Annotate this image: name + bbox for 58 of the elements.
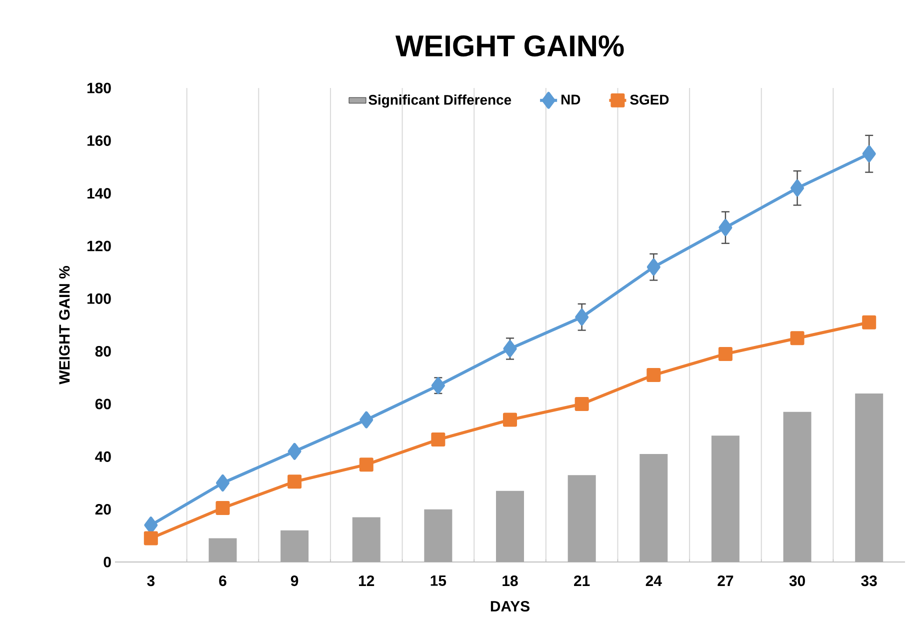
y-tick-label: 60	[95, 398, 111, 410]
x-tick-label: 6	[219, 576, 226, 586]
x-tick-label: 9	[290, 576, 298, 586]
y-tick-label: 80	[95, 346, 111, 357]
point	[360, 411, 374, 428]
y-tick-label: 120	[87, 240, 111, 252]
point	[503, 412, 518, 427]
legend-label: SGED	[630, 94, 669, 105]
point	[216, 501, 230, 516]
point	[646, 368, 661, 382]
bar	[352, 517, 380, 562]
x-tick-label: 33	[861, 576, 877, 586]
point	[431, 432, 446, 447]
y-tick-label: 180	[87, 82, 111, 94]
bar	[711, 436, 740, 562]
bar	[640, 454, 668, 562]
point	[646, 258, 660, 276]
x-tick-label: 3	[147, 576, 155, 586]
x-tick-label: 27	[718, 576, 734, 586]
y-tick-label: 100	[87, 293, 111, 304]
bar	[568, 475, 596, 562]
bar	[783, 412, 812, 562]
bar	[855, 393, 884, 562]
point	[790, 331, 804, 346]
point	[216, 474, 230, 492]
bar	[208, 538, 237, 562]
legend-label: ND	[561, 94, 580, 104]
y-tick-label: 40	[95, 451, 111, 462]
point	[431, 377, 445, 394]
bar	[496, 490, 524, 562]
y-tick-label: 160	[87, 135, 111, 146]
x-tick-label: 12	[358, 576, 374, 586]
y-tick-label: 20	[95, 504, 111, 515]
y-tick-label: 0	[104, 556, 111, 568]
x-tick-label: 15	[430, 576, 446, 586]
point	[718, 346, 732, 361]
point	[288, 474, 302, 489]
point	[288, 442, 302, 460]
bar	[280, 530, 309, 562]
point	[359, 458, 374, 472]
legend-label: Significant Difference	[368, 94, 512, 108]
point	[790, 180, 804, 197]
point	[862, 315, 876, 330]
x-axis-title: DAYS	[490, 600, 530, 612]
point	[718, 219, 732, 236]
x-tick-label: 18	[502, 576, 518, 586]
y-axis-title: WEIGHT GAIN %	[59, 266, 70, 384]
x-tick-label: 30	[789, 576, 805, 586]
y-tick-label: 140	[87, 188, 111, 199]
point	[575, 308, 589, 326]
bar	[424, 509, 452, 562]
chart-title: WEIGHT GAIN%	[395, 35, 624, 56]
point	[574, 397, 589, 411]
point	[862, 145, 876, 162]
point	[144, 531, 158, 546]
point	[503, 340, 517, 358]
x-tick-label: 24	[646, 576, 662, 586]
x-tick-label: 21	[574, 576, 590, 586]
